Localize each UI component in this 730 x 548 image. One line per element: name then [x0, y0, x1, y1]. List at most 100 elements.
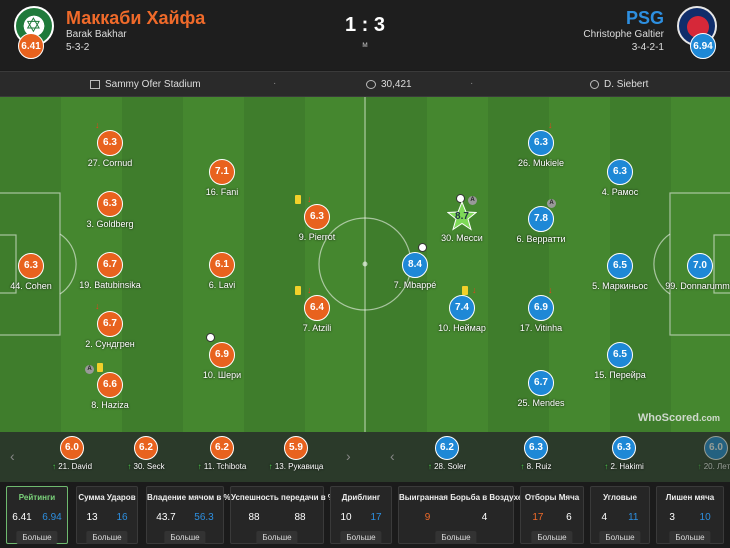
more-button[interactable]: Больше: [164, 531, 206, 544]
substitute-card[interactable]: 5.9 ↑ 13. Рукавица: [261, 436, 331, 471]
team-stats-bar: Рейтинги 6.41 6.94 Больше Сумма Ударов 13…: [0, 482, 730, 548]
player-rating: 6.2: [134, 436, 158, 460]
home-value: 17: [532, 512, 544, 523]
whoscored-logo: WhoScored.com: [638, 412, 720, 424]
star-icon: ✡: [25, 15, 42, 37]
player-card[interactable]: 7.0 99. Donnarumma: [660, 253, 730, 291]
player-name: 19. Batubinsika: [79, 280, 141, 290]
sub-on-arrow-icon: ↑: [51, 462, 56, 471]
player-card[interactable]: ↓ 6.7 2. Сундгрен: [70, 302, 150, 350]
star-icon: [447, 201, 477, 231]
player-rating: 6.2: [210, 436, 234, 460]
substitute-card[interactable]: 6.3 ↑ 8. Ruiz: [501, 436, 571, 471]
more-button[interactable]: Больше: [669, 531, 711, 544]
away-value: 10: [699, 512, 711, 523]
assist-icon: A: [85, 363, 94, 374]
sub-on-arrow-icon: ↑: [604, 462, 609, 471]
player-name: 16. Fani: [205, 187, 239, 197]
home-value: 43.7: [156, 512, 176, 523]
stat-pass-success[interactable]: Успешность передачи в % 88 88 Больше: [230, 486, 335, 544]
stat-corners[interactable]: Угловые 4 11 Больше: [590, 486, 650, 544]
player-card[interactable]: ↓ 6.9 17. Vitinha: [501, 286, 581, 334]
player-card[interactable]: ↓ 7.4 10. Неймар: [422, 286, 502, 334]
sub-off-arrow-icon: ↓: [95, 120, 100, 130]
yellow-card-icon: [97, 363, 103, 374]
away-team-name[interactable]: PSG: [625, 8, 664, 28]
sub-on-arrow-icon: ↑: [520, 462, 525, 471]
substitute-card[interactable]: 6.0 ↑ 20. Лете: [681, 436, 730, 471]
player-name-text: 2. Hakimi: [610, 462, 644, 471]
player-rating: 6.7: [97, 252, 123, 278]
more-button[interactable]: Больше: [531, 531, 573, 544]
player-rating: 6.7: [97, 311, 123, 337]
chevron-right-icon[interactable]: ›: [346, 448, 351, 464]
stat-aerials-won[interactable]: Выигранная Борьба в Воздухе 9 4 Больше: [398, 486, 522, 544]
player-rating: 6.3: [18, 253, 44, 279]
player-card[interactable]: 6.3 44. Cohen: [0, 253, 71, 291]
stat-ratings[interactable]: Рейтинги 6.41 6.94 Больше: [6, 486, 68, 544]
substitute-card[interactable]: 6.2 ↑ 30. Seck: [111, 436, 181, 471]
stat-possession[interactable]: Владение мячом в % 43.7 56.3 Больше: [146, 486, 231, 544]
whoscored-logo-text: WhoScored: [637, 412, 699, 424]
player-card[interactable]: ↓ 6.3 27. Cornud: [70, 121, 150, 169]
chevron-left-icon[interactable]: ‹: [10, 448, 15, 464]
player-card[interactable]: 6.9 10. Шери: [182, 333, 262, 380]
player-name: 27. Cornud: [87, 158, 133, 168]
stat-tackles[interactable]: Отборы Мяча 17 6 Больше: [520, 486, 584, 544]
player-name: 5. Маркиньос: [592, 281, 648, 291]
home-value: 6.41: [12, 512, 32, 523]
stat-dribbles[interactable]: Дриблинг 10 17 Больше: [330, 486, 392, 544]
substitute-card[interactable]: 6.2 ↑ 11. Tchibota: [187, 436, 257, 471]
chevron-left-icon[interactable]: ‹: [390, 448, 395, 464]
substitute-card[interactable]: 6.3 ↑ 2. Hakimi: [589, 436, 659, 471]
player-card[interactable]: 6.7 19. Batubinsika: [70, 252, 150, 290]
player-card[interactable]: 7.1 16. Fani: [182, 159, 262, 197]
more-button[interactable]: Больше: [86, 531, 128, 544]
player-card[interactable]: 6.3 4. Рамос: [580, 159, 660, 197]
player-rating: 6.5: [607, 342, 633, 368]
player-card[interactable]: 6.7 25. Mendes: [501, 370, 581, 408]
sub-off-arrow-icon: ↓: [95, 301, 100, 311]
player-rating: 6.0: [60, 436, 84, 460]
player-card[interactable]: 8.4 7. Mbappé: [375, 243, 455, 290]
player-card[interactable]: ↓ 6.4 7. Atzili: [277, 286, 357, 333]
home-value: 3: [669, 512, 675, 523]
more-button[interactable]: Больше: [16, 531, 58, 544]
stat-label: Угловые: [603, 493, 637, 502]
player-card[interactable]: A 8.7 30. Месси: [422, 194, 502, 243]
sub-on-arrow-icon: ↑: [197, 462, 202, 471]
player-card[interactable]: ↓ 6.3 26. Mukiele: [501, 121, 581, 169]
player-card[interactable]: A 6.6 8. Haziza: [70, 363, 150, 410]
away-value: 11: [628, 512, 639, 523]
player-card[interactable]: 6.5 5. Маркиньос: [580, 253, 660, 291]
substitute-card[interactable]: 6.2 ↑ 28. Soler: [412, 436, 482, 471]
more-button[interactable]: Больше: [599, 531, 641, 544]
sub-on-arrow-icon: ↑: [427, 462, 432, 471]
more-button[interactable]: Больше: [435, 531, 477, 544]
player-rating: 6.3: [612, 436, 636, 460]
stadium-name: Sammy Ofer Stadium: [105, 79, 201, 90]
stat-dispossessed[interactable]: Лишен мяча 3 10 Больше: [656, 486, 724, 544]
player-card[interactable]: 6.3 3. Goldberg: [70, 191, 150, 229]
whoscored-logo-suffix: .com: [698, 413, 720, 423]
substitute-card[interactable]: 6.0 ↑ 21. David: [37, 436, 107, 471]
player-name: ↑ 11. Tchibota: [187, 462, 257, 471]
more-button[interactable]: Больше: [256, 531, 298, 544]
player-card[interactable]: ↓ 6.3 9. Pierrot: [277, 195, 357, 242]
stat-label: Успешность передачи в %: [231, 493, 335, 502]
player-name-text: 28. Soler: [434, 462, 467, 471]
player-rating: 7.0: [687, 253, 713, 279]
player-card[interactable]: 6.5 15. Перейра: [580, 342, 660, 380]
player-rating: 6.9: [528, 295, 554, 321]
player-card[interactable]: 6.1 6. Lavi: [182, 252, 262, 290]
home-value: 88: [248, 512, 260, 523]
home-team-name[interactable]: Маккаби Хайфа: [66, 8, 206, 28]
stat-total-shots[interactable]: Сумма Ударов 13 16 Больше: [76, 486, 138, 544]
player-rating: 5.9: [284, 436, 308, 460]
player-card[interactable]: A 7.8 6. Верратти: [501, 199, 581, 244]
away-value: 88: [294, 512, 306, 523]
sub-off-arrow-icon: ↓: [307, 194, 312, 204]
player-name: ↑ 2. Hakimi: [589, 462, 659, 471]
more-button[interactable]: Больше: [340, 531, 382, 544]
player-name: 3. Goldberg: [86, 219, 134, 229]
